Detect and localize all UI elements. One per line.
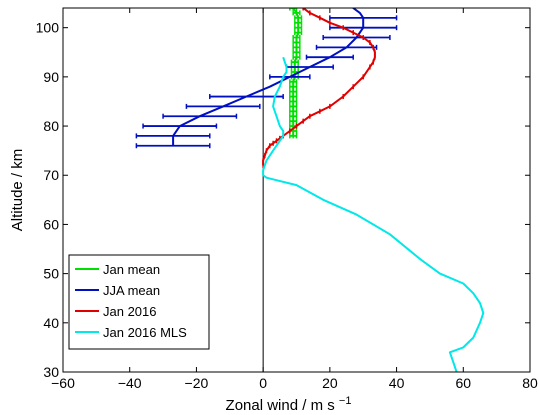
legend-label: Jan mean xyxy=(103,262,160,277)
y-tick-label: 100 xyxy=(36,20,60,36)
axes-layer: −60 −40 −20 0 20 40 60 80 30 40 50 60 70 80 90 100 Zonal… xyxy=(9,7,538,414)
x-tick-label: 0 xyxy=(259,375,267,391)
plot-layer xyxy=(135,8,485,372)
series-line xyxy=(262,56,485,372)
x-tick-label: −60 xyxy=(51,375,75,391)
y-axis-label: Altitude / km xyxy=(9,149,26,232)
legend-item-jan-2016-mls: Jan 2016 MLS xyxy=(75,325,187,340)
series-jan-2016 xyxy=(262,8,376,168)
series-line xyxy=(172,8,365,146)
x-tick-label: −40 xyxy=(118,375,142,391)
y-tick-label: 90 xyxy=(43,69,59,85)
legend-label: Jan 2016 xyxy=(103,304,157,319)
x-tick-label: 40 xyxy=(389,375,405,391)
x-tick-label: 80 xyxy=(522,375,538,391)
y-tick-label: 40 xyxy=(43,315,59,331)
legend: Jan mean JJA mean Jan 2016 Jan 2016 MLS xyxy=(68,254,210,350)
y-tick-label: 50 xyxy=(43,266,59,282)
x-axis-label-superscript: −1 xyxy=(339,395,352,407)
x-axis-label: Zonal wind / m s −1 xyxy=(226,395,352,414)
y-tick-label: 80 xyxy=(43,118,59,134)
y-tick-label: 70 xyxy=(43,167,59,183)
legend-label: Jan 2016 MLS xyxy=(103,325,187,340)
x-tick-label: 60 xyxy=(455,375,471,391)
legend-item-jan-2016: Jan 2016 xyxy=(75,304,157,319)
legend-item-jja-mean: JJA mean xyxy=(75,283,160,298)
series-jja-mean xyxy=(135,8,398,149)
x-tick-label: −20 xyxy=(185,375,209,391)
x-tick-label: 20 xyxy=(322,375,338,391)
legend-box xyxy=(68,254,210,350)
y-tick-label: 30 xyxy=(43,364,59,380)
legend-label: JJA mean xyxy=(103,283,160,298)
series-jan-2016-mls xyxy=(262,56,485,372)
y-tick-label: 60 xyxy=(43,216,59,232)
axes-frame xyxy=(62,7,531,373)
legend-item-jan-mean: Jan mean xyxy=(75,262,160,277)
